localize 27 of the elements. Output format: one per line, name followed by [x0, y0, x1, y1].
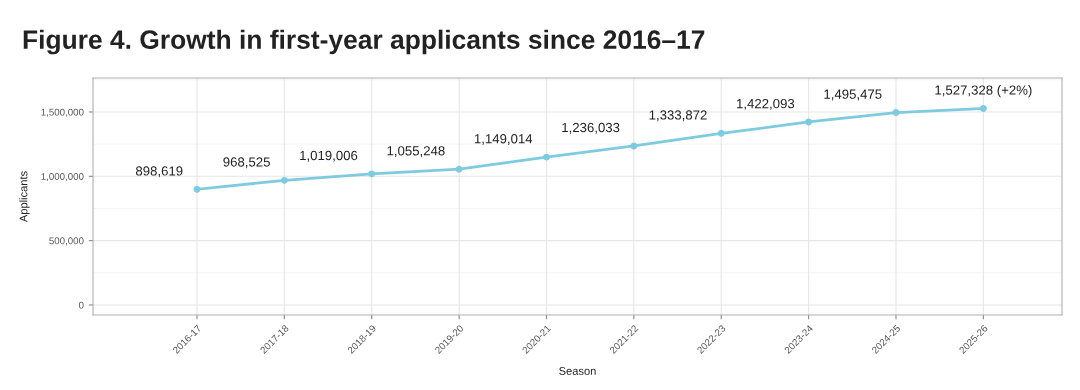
data-label: 1,236,033: [562, 122, 620, 134]
data-label: 1,333,872: [649, 110, 707, 122]
y-tick-label: 500,000: [49, 237, 84, 246]
data-label: 898,619: [135, 166, 183, 178]
point: [193, 185, 201, 193]
data-label: 1,495,475: [824, 89, 882, 101]
point: [455, 165, 463, 173]
data-label: 1,149,014: [474, 134, 533, 145]
point: [717, 129, 725, 137]
data-label: 1,019,006: [300, 150, 358, 162]
point: [805, 118, 813, 126]
y-tick-label: 1,000,000: [41, 173, 84, 182]
point: [280, 176, 288, 184]
data-label: 1,422,093: [737, 98, 795, 110]
point: [368, 170, 376, 178]
y-tick-label: 1,500,000: [41, 108, 84, 117]
point: [630, 142, 638, 150]
data-label: 1,055,248: [387, 146, 445, 158]
data-label: 968,525: [223, 157, 270, 169]
chart-title: Figure 4. Growth in first-year applicants since 2016–17: [23, 29, 705, 55]
y-axis-title: Applicants: [19, 171, 30, 223]
point: [892, 109, 900, 117]
data-label: 1,527,328 (+2%): [935, 85, 1032, 98]
y-tick-label: 0: [78, 301, 84, 309]
x-axis-title: Season: [559, 367, 596, 375]
point: [979, 104, 987, 112]
point: [543, 153, 550, 161]
